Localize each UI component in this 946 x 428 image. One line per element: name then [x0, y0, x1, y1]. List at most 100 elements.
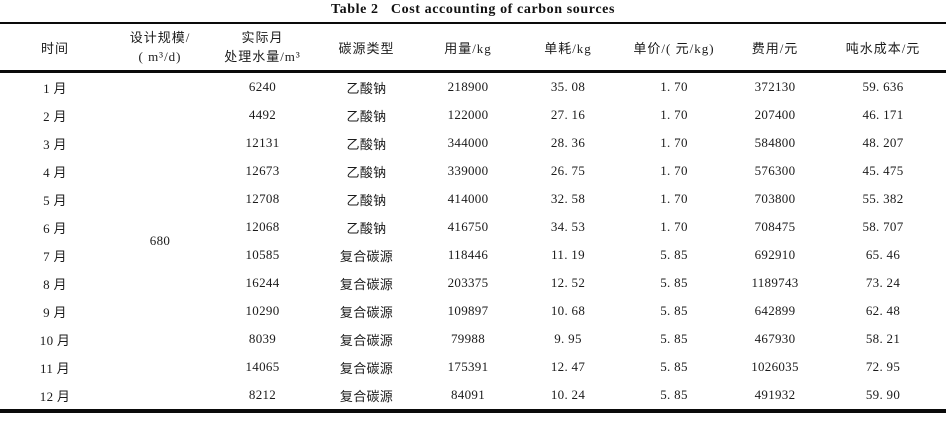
- month-cell: 11 月: [40, 360, 70, 376]
- carbon-type-cell: 乙酸钠: [346, 164, 387, 180]
- usage-cell: 344000: [447, 135, 489, 150]
- month-cell: 10 月: [39, 332, 71, 348]
- actual-volume-cell: 10290: [245, 303, 280, 318]
- carbon-type-cell: 复合碳源: [339, 248, 394, 264]
- usage-cell: 339000: [447, 163, 489, 178]
- unit-consumption-cell: 10. 68: [550, 303, 586, 318]
- month-cell: 5 月: [43, 192, 67, 208]
- actual-volume-cell: 8039: [248, 331, 277, 346]
- ton-water-cost-cell: 55. 382: [862, 191, 904, 206]
- unit-price-cell: 1. 70: [660, 219, 688, 234]
- carbon-type-cell: 乙酸钠: [346, 108, 387, 124]
- actual-volume-cell: 16244: [245, 275, 280, 290]
- usage-cell: 109897: [447, 303, 489, 318]
- month-cell: 9 月: [43, 304, 67, 320]
- ton-water-cost-cell: 48. 207: [862, 135, 904, 150]
- unit-price-cell: 1. 70: [660, 107, 688, 122]
- carbon-type-cell: 乙酸钠: [346, 136, 387, 152]
- table-row: 2 月 4492 乙酸钠 122000 27. 16 1. 70 207400 …: [0, 101, 946, 129]
- month-cell: 12 月: [39, 388, 71, 404]
- carbon-type-cell: 乙酸钠: [346, 80, 387, 96]
- actual-volume-cell: 12673: [245, 163, 280, 178]
- ton-water-cost-cell: 58. 21: [865, 331, 901, 346]
- unit-consumption-cell: 12. 47: [550, 359, 586, 374]
- design-scale-line2: ( m³/d): [138, 49, 182, 64]
- table-row: 1 月 680 6240 乙酸钠 218900 35. 08 1. 70 3721…: [0, 72, 946, 248]
- ton-water-cost-cell: 46. 171: [862, 107, 904, 122]
- unit-consumption-cell: 35. 08: [550, 79, 586, 94]
- table-row: 10 月 8039 复合碳源 79988 9. 95 5. 85 467930 …: [0, 325, 946, 353]
- cost-cell: 703800: [754, 191, 796, 206]
- unit-consumption-cell: 34. 53: [550, 219, 586, 234]
- table-row: 8 月 16244 复合碳源 203375 12. 52 5. 85 11897…: [0, 269, 946, 297]
- col-header-ton-water-cost: 吨水成本/元: [845, 40, 921, 56]
- month-cell: 3 月: [43, 136, 67, 152]
- unit-price-cell: 1. 70: [660, 135, 688, 150]
- cost-cell: 467930: [754, 331, 796, 346]
- ton-water-cost-cell: 59. 90: [865, 387, 901, 402]
- usage-cell: 79988: [451, 331, 485, 346]
- unit-price-cell: 5. 85: [660, 303, 688, 318]
- col-header-unit-price: 单价/( 元/kg): [633, 40, 715, 56]
- carbon-type-cell: 复合碳源: [339, 332, 394, 348]
- cost-cell: 372130: [754, 79, 796, 94]
- actual-volume-cell: 12131: [245, 135, 280, 150]
- usage-cell: 203375: [447, 275, 489, 290]
- usage-cell: 218900: [447, 79, 489, 94]
- table-row: 9 月 10290 复合碳源 109897 10. 68 5. 85 64289…: [0, 297, 946, 325]
- header-row: 时间 设计规模/ ( m³/d) 实际月 处理水量/m³ 碳源类型 用量/kg …: [0, 23, 946, 72]
- table-row: 4 月 12673 乙酸钠 339000 26. 75 1. 70 576300…: [0, 157, 946, 185]
- month-cell: 6 月: [43, 220, 67, 236]
- unit-consumption-cell: 28. 36: [550, 135, 586, 150]
- unit-consumption-cell: 11. 19: [551, 247, 585, 262]
- cost-cell: 642899: [754, 303, 796, 318]
- month-cell: 1 月: [43, 80, 67, 96]
- table-row: 11 月 14065 复合碳源 175391 12. 47 5. 85 1026…: [0, 353, 946, 381]
- month-cell: 8 月: [43, 276, 67, 292]
- actual-volume-cell: 4492: [248, 107, 277, 122]
- usage-cell: 122000: [447, 107, 489, 122]
- table-header: 时间 设计规模/ ( m³/d) 实际月 处理水量/m³ 碳源类型 用量/kg …: [0, 23, 946, 72]
- table-body: 1 月 680 6240 乙酸钠 218900 35. 08 1. 70 3721…: [0, 72, 946, 412]
- col-header-cost: 费用/元: [751, 40, 799, 56]
- table-row: 12 月 8212 复合碳源 84091 10. 24 5. 85 491932…: [0, 381, 946, 411]
- unit-price-cell: 5. 85: [660, 387, 688, 402]
- col-header-carbon-type: 碳源类型: [338, 40, 395, 56]
- carbon-type-cell: 复合碳源: [339, 304, 394, 320]
- col-header-usage: 用量/kg: [444, 40, 492, 56]
- cost-cell: 1189743: [751, 275, 799, 290]
- month-cell: 2 月: [43, 108, 67, 124]
- carbon-type-cell: 乙酸钠: [346, 220, 387, 236]
- ton-water-cost-cell: 45. 475: [862, 163, 904, 178]
- unit-price-cell: 5. 85: [660, 275, 688, 290]
- design-scale-merged-cell: 680: [149, 233, 171, 248]
- unit-price-cell: 5. 85: [660, 331, 688, 346]
- usage-cell: 118446: [447, 247, 489, 262]
- design-scale-line1: 设计规模/: [129, 30, 191, 45]
- unit-price-cell: 1. 70: [660, 191, 688, 206]
- unit-price-cell: 5. 85: [660, 359, 688, 374]
- carbon-type-cell: 复合碳源: [339, 388, 394, 404]
- carbon-type-cell: 复合碳源: [339, 360, 394, 376]
- actual-volume-cell: 10585: [245, 247, 280, 262]
- usage-cell: 416750: [447, 219, 489, 234]
- ton-water-cost-cell: 59. 636: [862, 79, 904, 94]
- actual-volume-line1: 实际月: [241, 30, 284, 45]
- actual-volume-cell: 8212: [248, 387, 277, 402]
- cost-cell: 491932: [754, 387, 796, 402]
- col-header-unit-consumption: 单耗/kg: [544, 40, 592, 56]
- unit-price-cell: 5. 85: [660, 247, 688, 262]
- table-row: 5 月 12708 乙酸钠 414000 32. 58 1. 70 703800…: [0, 185, 946, 213]
- col-header-design-scale: 设计规模/ ( m³/d): [110, 23, 210, 72]
- ton-water-cost-cell: 73. 24: [865, 275, 901, 290]
- col-header-actual-monthly-volume: 实际月 处理水量/m³: [210, 23, 315, 72]
- cost-cell: 584800: [754, 135, 796, 150]
- cost-cell: 207400: [754, 107, 796, 122]
- unit-consumption-cell: 32. 58: [550, 191, 586, 206]
- table-row: 7 月 10585 复合碳源 118446 11. 19 5. 85 69291…: [0, 241, 946, 269]
- ton-water-cost-cell: 58. 707: [862, 219, 904, 234]
- col-header-time: 时间: [40, 40, 69, 56]
- unit-price-cell: 1. 70: [660, 163, 688, 178]
- actual-volume-cell: 6240: [248, 79, 277, 94]
